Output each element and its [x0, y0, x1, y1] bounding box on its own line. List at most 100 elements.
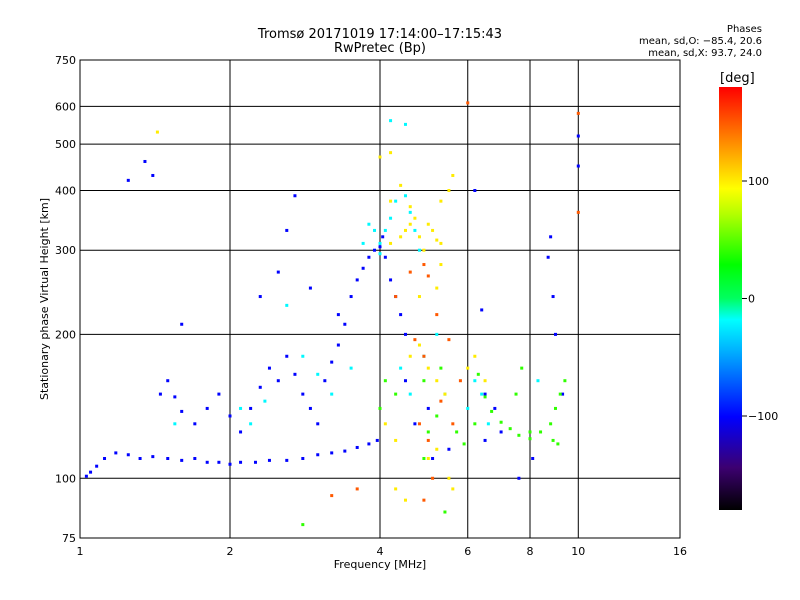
data-point: [394, 392, 398, 396]
data-point: [403, 194, 407, 198]
data-point: [531, 456, 535, 460]
x-axis-label: Frequency [MHz]: [334, 558, 426, 571]
data-point: [285, 228, 289, 232]
data-point: [158, 392, 162, 396]
data-point: [447, 476, 451, 480]
data-point: [378, 252, 382, 256]
data-point: [403, 228, 407, 232]
data-point: [381, 235, 385, 239]
y-tick-label: 300: [55, 244, 76, 257]
data-point: [426, 430, 430, 434]
y-tick-label: 500: [55, 138, 76, 151]
data-point: [285, 303, 289, 307]
data-point: [84, 474, 88, 478]
data-point: [483, 395, 487, 399]
data-point: [336, 343, 340, 347]
data-point: [394, 295, 398, 299]
data-point: [399, 183, 403, 187]
data-point: [451, 487, 455, 491]
data-point: [403, 332, 407, 336]
data-point: [431, 228, 435, 232]
data-point: [308, 286, 312, 290]
data-point: [431, 456, 435, 460]
data-point: [330, 451, 334, 455]
y-axis-ticks: 75 100 200 300 400 500 600 750: [55, 54, 76, 545]
data-point: [383, 228, 387, 232]
data-point: [355, 487, 359, 491]
data-point: [103, 456, 107, 460]
data-point: [383, 422, 387, 426]
data-point: [267, 366, 271, 370]
data-point: [239, 430, 243, 434]
data-point: [355, 278, 359, 282]
stats-o: mean, sd,O: −85.4, 20.6: [639, 36, 762, 47]
data-point: [413, 216, 417, 220]
data-point: [399, 366, 403, 370]
data-point: [447, 338, 451, 342]
data-point: [426, 366, 430, 370]
data-point: [180, 322, 184, 326]
data-point: [389, 199, 393, 203]
stats-x: mean, sd,X: 93.7, 24.0: [648, 48, 762, 59]
data-point: [239, 460, 243, 464]
data-point: [228, 414, 232, 418]
data-point: [528, 430, 532, 434]
data-point: [301, 456, 305, 460]
data-point: [239, 406, 243, 410]
data-point: [422, 263, 426, 267]
data-point: [536, 379, 540, 383]
data-point: [403, 122, 407, 126]
data-point: [447, 447, 451, 451]
data-point: [458, 379, 462, 383]
data-point: [249, 422, 253, 426]
data-point: [330, 494, 334, 498]
data-point: [466, 366, 470, 370]
data-point: [193, 456, 197, 460]
x-tick-label: 6: [464, 545, 471, 558]
x-tick-label: 8: [527, 545, 534, 558]
data-point: [483, 379, 487, 383]
data-point: [361, 266, 365, 270]
data-point: [180, 409, 184, 413]
data-point: [217, 392, 221, 396]
data-point: [173, 395, 177, 399]
data-point: [466, 406, 470, 410]
data-point: [413, 422, 417, 426]
data-point: [155, 130, 159, 134]
y-tick-label: 75: [62, 532, 76, 545]
data-point: [517, 476, 521, 480]
data-point: [367, 255, 371, 259]
data-point: [293, 372, 297, 376]
data-point: [546, 255, 550, 259]
colorbar-ticks: 100 0 −100: [742, 175, 778, 423]
data-point: [480, 308, 484, 312]
data-point: [389, 151, 393, 155]
data-point: [556, 442, 560, 446]
data-point: [473, 188, 477, 192]
data-point: [549, 422, 553, 426]
data-point: [126, 453, 130, 457]
data-point: [343, 449, 347, 453]
data-point: [403, 379, 407, 383]
data-point: [435, 286, 439, 290]
data-point: [378, 245, 382, 249]
data-point: [553, 332, 557, 336]
data-point: [563, 379, 567, 383]
data-point: [378, 406, 382, 410]
data-point: [389, 278, 393, 282]
y-tick-label: 400: [55, 184, 76, 197]
data-point: [462, 442, 466, 446]
data-point: [561, 392, 565, 396]
data-point: [426, 438, 430, 442]
data-point: [451, 173, 455, 177]
data-point: [166, 379, 170, 383]
data-point: [143, 159, 147, 163]
data-point: [394, 199, 398, 203]
data-point: [373, 228, 377, 232]
data-point: [408, 392, 412, 396]
data-point: [473, 422, 477, 426]
data-point: [367, 442, 371, 446]
data-point: [408, 270, 412, 274]
data-point: [426, 274, 430, 278]
data-point: [383, 255, 387, 259]
